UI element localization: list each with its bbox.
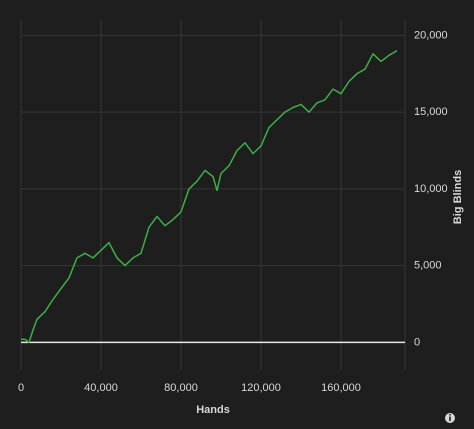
x-tick-label: 0 bbox=[18, 382, 24, 394]
data-line bbox=[21, 50, 398, 344]
y-tick-label: 5,000 bbox=[414, 260, 442, 272]
y-tick-label: 15,000 bbox=[414, 106, 448, 118]
y-tick-label: 20,000 bbox=[414, 29, 448, 41]
x-tick-label: 80,000 bbox=[164, 382, 198, 394]
y-tick-label: 0 bbox=[414, 336, 420, 348]
x-tick-label: 40,000 bbox=[84, 382, 118, 394]
x-axis-title: Hands bbox=[196, 404, 230, 416]
y-tick-label: 10,000 bbox=[414, 183, 448, 195]
info-icon[interactable] bbox=[445, 413, 455, 423]
x-tick-label: 120,000 bbox=[241, 382, 281, 394]
x-tick-label: 160,000 bbox=[321, 382, 361, 394]
y-axis-title: Big Blinds bbox=[452, 170, 464, 224]
